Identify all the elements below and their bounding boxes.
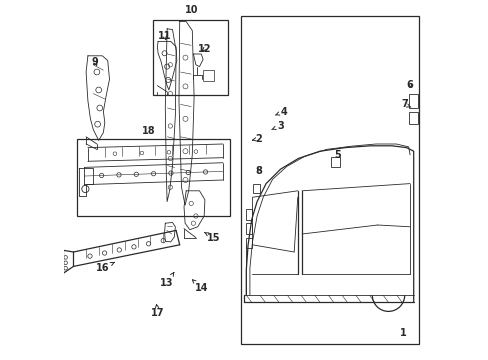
Text: 3: 3 [271,121,284,131]
Text: 6: 6 [406,80,413,90]
Bar [408,112,418,124]
Text: 15: 15 [204,232,220,243]
Text: 2: 2 [252,134,262,144]
Text: 18: 18 [142,126,156,136]
Bar [203,70,213,81]
Text: 17: 17 [151,305,164,318]
Text: 4: 4 [275,107,287,117]
Text: 13: 13 [160,273,174,288]
Text: 1: 1 [399,328,406,338]
Text: 16: 16 [95,262,114,273]
Bar [245,223,251,234]
Bar [77,139,230,216]
Bar [330,157,339,167]
Text: 10: 10 [184,5,198,15]
Bar [408,94,418,108]
Text: 7: 7 [401,99,410,109]
Text: 14: 14 [192,280,207,293]
Bar [253,184,260,193]
Text: 8: 8 [255,166,262,176]
Bar [241,16,418,344]
Text: 9: 9 [92,57,98,67]
Bar [152,20,228,95]
Text: 12: 12 [198,44,211,54]
Text: 11: 11 [158,31,171,41]
Text: 5: 5 [334,150,341,160]
Bar [245,238,251,248]
Bar [245,209,251,220]
